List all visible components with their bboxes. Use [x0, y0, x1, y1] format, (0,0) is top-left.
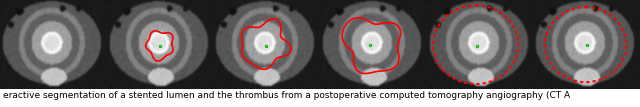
Text: eractive segmentation of a stented lumen and the thrombus from a postoperative c: eractive segmentation of a stented lumen… — [3, 91, 570, 100]
